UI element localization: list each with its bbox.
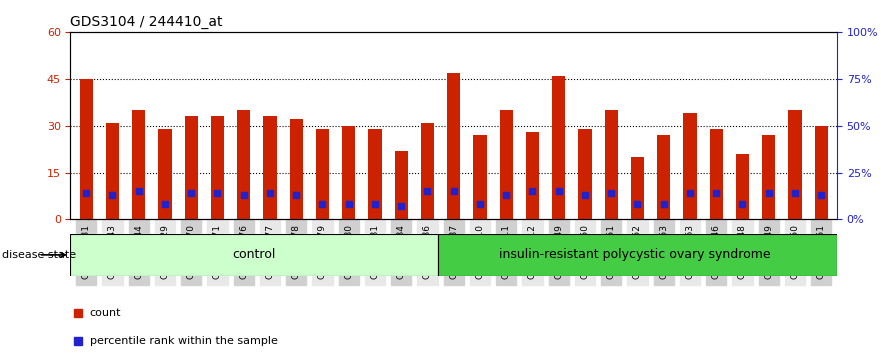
Text: count: count: [90, 308, 122, 318]
Bar: [473, 135, 486, 219]
Bar: [788, 110, 802, 219]
Bar: [736, 154, 749, 219]
Text: percentile rank within the sample: percentile rank within the sample: [90, 336, 278, 346]
Bar: [185, 116, 198, 219]
Bar: [762, 135, 775, 219]
Bar: [604, 110, 618, 219]
Bar: [395, 151, 408, 219]
Bar: [263, 116, 277, 219]
Bar: [421, 122, 434, 219]
Bar: [657, 135, 670, 219]
Bar: [438, 234, 837, 276]
Text: disease state: disease state: [2, 250, 76, 260]
Bar: [684, 113, 697, 219]
Bar: [526, 132, 539, 219]
Bar: [159, 129, 172, 219]
Bar: [79, 79, 93, 219]
Bar: [815, 126, 828, 219]
Bar: [211, 116, 224, 219]
Text: insulin-resistant polycystic ovary syndrome: insulin-resistant polycystic ovary syndr…: [499, 249, 771, 261]
Bar: [106, 122, 119, 219]
Bar: [342, 126, 355, 219]
Bar: [579, 129, 591, 219]
Bar: [500, 110, 513, 219]
Bar: [132, 110, 145, 219]
Bar: [290, 119, 303, 219]
Bar: [448, 73, 460, 219]
Bar: [631, 157, 644, 219]
Bar: [316, 129, 329, 219]
Text: control: control: [233, 249, 276, 261]
Bar: [552, 76, 566, 219]
Bar: [368, 129, 381, 219]
Text: GDS3104 / 244410_at: GDS3104 / 244410_at: [70, 16, 223, 29]
Bar: [237, 110, 250, 219]
Bar: [70, 234, 438, 276]
Bar: [709, 129, 722, 219]
